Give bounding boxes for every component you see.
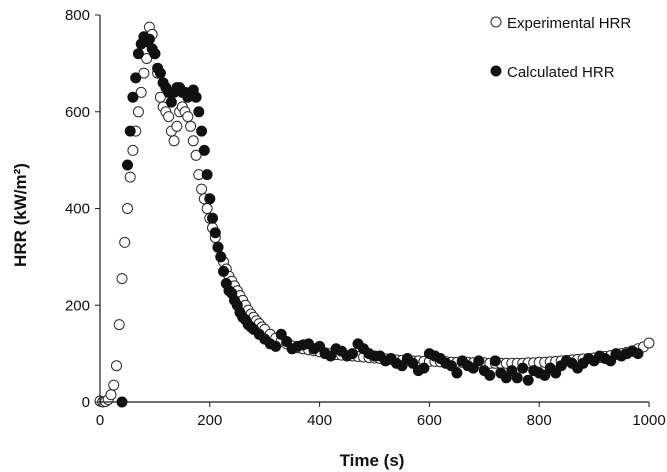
point-experimental-130 <box>643 337 655 349</box>
point-experimental-7 <box>113 319 125 331</box>
x-tick-label-4: 800 <box>527 412 552 429</box>
point-calculated-36 <box>218 265 229 277</box>
point-calculated-51 <box>270 340 282 352</box>
point-calculated-31 <box>204 193 216 205</box>
point-experimental-11 <box>124 171 136 183</box>
point-calculated-26 <box>190 91 202 103</box>
point-calculated-91 <box>489 355 501 367</box>
legend: Experimental HRR Calculated HRR <box>490 15 631 81</box>
data-points <box>94 21 655 408</box>
point-calculated-65 <box>347 348 358 360</box>
point-experimental-8 <box>116 273 128 285</box>
point-experimental-34 <box>187 135 199 147</box>
point-calculated-117 <box>632 348 644 360</box>
y-tick-label-0: 0 <box>82 394 90 411</box>
legend-label-calculated: Calculated HRR <box>507 64 615 81</box>
point-calculated-61 <box>325 350 337 362</box>
point-calculated-32 <box>207 212 218 224</box>
point-calculated-13 <box>154 67 166 79</box>
point-calculated-78 <box>418 362 430 374</box>
point-calculated-93 <box>500 372 512 384</box>
x-tick-label-3: 600 <box>417 412 442 429</box>
point-calculated-100 <box>539 369 551 381</box>
y-tick-label-2: 400 <box>65 201 90 218</box>
point-calculated-33 <box>209 227 221 239</box>
point-calculated-4 <box>130 72 142 84</box>
point-calculated-88 <box>473 355 485 367</box>
point-calculated-3 <box>127 91 139 103</box>
point-calculated-96 <box>517 362 529 374</box>
point-experimental-10 <box>122 203 133 214</box>
point-experimental-33 <box>185 120 197 132</box>
point-calculated-1 <box>122 159 133 171</box>
y-tick-label-4: 800 <box>65 7 90 24</box>
point-calculated-28 <box>196 125 208 137</box>
point-experimental-4 <box>105 389 117 401</box>
point-calculated-84 <box>451 367 463 379</box>
point-experimental-14 <box>132 106 144 118</box>
point-experimental-39 <box>201 203 213 214</box>
point-calculated-59 <box>314 340 326 352</box>
point-calculated-97 <box>522 374 534 386</box>
point-experimental-37 <box>196 183 208 195</box>
y-tick-label-1: 200 <box>65 297 90 314</box>
x-axis-title: Time (s) <box>340 451 405 470</box>
point-calculated-74 <box>396 360 408 372</box>
x-tick-label-0: 0 <box>96 412 104 429</box>
point-calculated-9 <box>143 33 155 45</box>
point-experimental-25 <box>163 111 175 123</box>
point-calculated-90 <box>484 369 496 381</box>
point-calculated-53 <box>281 336 293 347</box>
point-calculated-52 <box>275 328 287 340</box>
point-experimental-17 <box>141 53 153 64</box>
point-calculated-83 <box>445 360 457 372</box>
point-experimental-28 <box>171 120 183 132</box>
point-calculated-95 <box>511 372 523 384</box>
x-tick-label-1: 200 <box>197 412 222 429</box>
point-calculated-35 <box>215 251 227 263</box>
point-experimental-9 <box>119 236 131 248</box>
point-experimental-12 <box>127 144 139 156</box>
y-axis-title: HRR (kW/m²) <box>11 163 30 267</box>
point-calculated-102 <box>550 367 562 379</box>
legend-marker-calculated <box>490 65 502 77</box>
ticks: 0 200 400 600 800 1000 0 200 400 600 800 <box>65 7 666 429</box>
point-calculated-2 <box>124 125 136 137</box>
point-calculated-11 <box>149 48 161 60</box>
x-tick-label-2: 400 <box>307 412 332 429</box>
legend-label-experimental: Experimental HRR <box>507 15 631 32</box>
point-experimental-5 <box>108 379 120 391</box>
point-calculated-5 <box>132 48 144 60</box>
x-tick-label-5: 1000 <box>632 412 665 429</box>
point-calculated-76 <box>407 357 419 369</box>
y-tick-label-3: 600 <box>65 104 90 121</box>
point-experimental-27 <box>168 135 180 147</box>
point-calculated-94 <box>506 365 518 377</box>
point-calculated-29 <box>198 144 210 156</box>
point-experimental-32 <box>182 111 194 123</box>
point-calculated-17 <box>165 96 177 108</box>
point-experimental-16 <box>138 67 150 79</box>
legend-marker-experimental <box>490 16 502 28</box>
point-calculated-27 <box>193 106 205 118</box>
point-experimental-6 <box>111 360 122 372</box>
point-calculated-30 <box>201 169 213 181</box>
point-experimental-35 <box>190 149 202 161</box>
point-calculated-112 <box>605 355 617 367</box>
point-calculated-87 <box>467 362 479 374</box>
point-experimental-15 <box>135 86 147 98</box>
point-calculated-34 <box>212 241 224 253</box>
